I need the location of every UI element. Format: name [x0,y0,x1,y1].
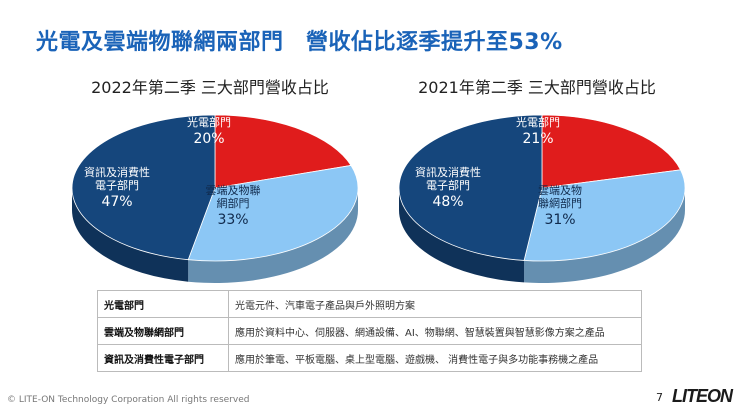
slice-label: 光電部門 20% [187,115,231,147]
pie-side-資訊及消費性電子部門 [399,188,525,283]
dept-desc: 應用於筆電、平板電腦、桌上型電腦、遊戲機、 消費性電子與多功能事務機之產品 [228,344,642,372]
chart-title: 2022年第二季 三大部門營收占比 [91,78,329,97]
pie-svg: 光電部門 20% 雲端及物聯網部門 33% 資訊及消費性電子部門 47% [71,114,359,283]
pie-slice-雲端及物聯網部門 [187,165,359,262]
slice-label: 光電部門 21% [516,115,560,147]
slice-label: 雲端及物聯網部門 33% [206,183,261,228]
page-number: 7 [656,391,663,404]
dept-desc: 光電元件、汽車電子產品與戶外照明方案 [228,290,642,318]
liteon-logo: LITEON [672,386,733,406]
table-row: 雲端及物聯網部門 應用於資料中心、伺服器、網通設備、AI、物聯網、智慧裝置與智慧… [97,317,642,345]
dept-name: 資訊及消費性電子部門 [97,344,229,372]
copyright-footer: © LITE-ON Technology Corporation All rig… [7,395,250,405]
pie-chart-2021q2: 2021年第二季 三大部門營收占比 光電部門 21% 雲端及物聯網部門 31% 資訊及消… [372,70,702,283]
slice-label: 資訊及消費性電子部門 47% [84,165,150,210]
pie-svg: 光電部門 21% 雲端及物聯網部門 31% 資訊及消費性電子部門 48% [398,114,686,283]
table-row: 光電部門 光電元件、汽車電子產品與戶外照明方案 [97,290,642,318]
pie-slice-雲端及物聯網部門 [523,169,686,262]
pie-chart-2022q2: 2022年第二季 三大部門營收占比 光電部門 20% 雲端及物聯網部門 33% 資訊及消… [45,70,375,283]
dept-desc: 應用於資料中心、伺服器、網通設備、AI、物聯網、智慧裝置與智慧影像方案之產品 [228,317,642,345]
dept-name: 雲端及物聯網部門 [97,317,229,345]
page-title: 光電及雲端物聯網兩部門 營收佔比逐季提升至53% [36,30,563,55]
pie-slice-資訊及消費性電子部門 [398,114,543,261]
chart-title: 2021年第二季 三大部門營收占比 [418,78,656,97]
table-row: 資訊及消費性電子部門 應用於筆電、平板電腦、桌上型電腦、遊戲機、 消費性電子與多… [97,344,642,372]
pie-slice-光電部門 [214,114,352,189]
pie-side-雲端及物聯網部門 [188,188,358,283]
department-table: 光電部門 光電元件、汽車電子產品與戶外照明方案 雲端及物聯網部門 應用於資料中心… [97,290,642,372]
slice-label: 雲端及物聯網部門 31% [538,183,582,228]
slice-label: 資訊及消費性電子部門 48% [415,165,481,210]
dept-name: 光電部門 [97,290,229,318]
pie-slice-光電部門 [541,114,682,189]
pie-side-資訊及消費性電子部門 [71,188,189,282]
pie-side-雲端及物聯網部門 [524,188,685,283]
pie-slice-資訊及消費性電子部門 [71,114,216,261]
